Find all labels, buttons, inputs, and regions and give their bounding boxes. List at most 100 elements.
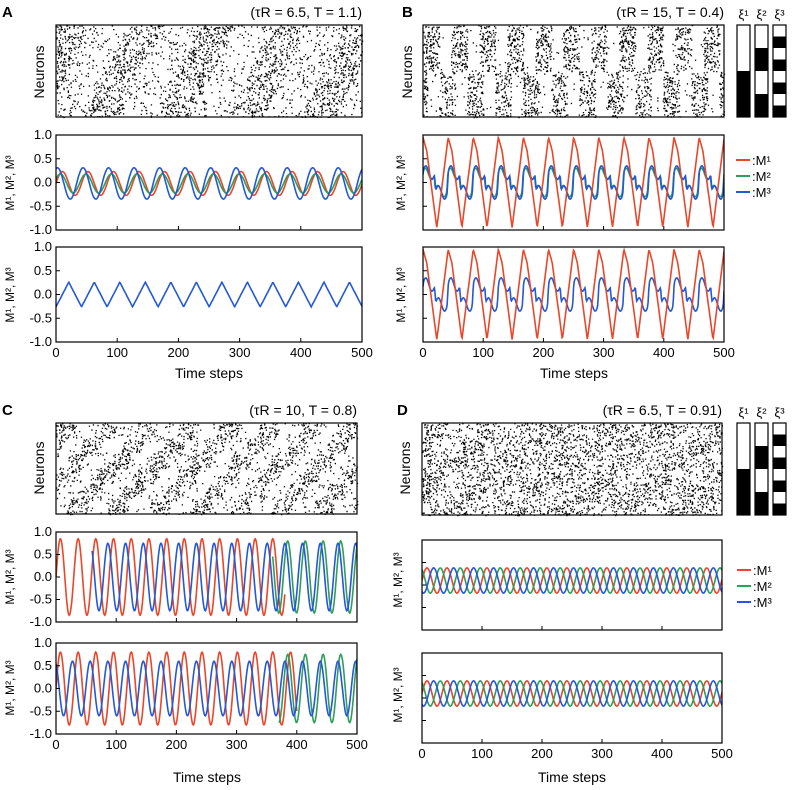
x-tick-label: 300	[591, 746, 613, 761]
pattern-cell	[737, 480, 750, 492]
raster-spikes	[423, 25, 726, 119]
series-line-M1	[423, 135, 724, 229]
pattern-cell	[737, 71, 750, 83]
y-axis-label: M¹, M², M³	[391, 667, 405, 722]
neurons-label: Neurons	[399, 46, 415, 99]
panel-label-C: C	[2, 402, 13, 419]
pattern-cell	[773, 94, 786, 106]
y-axis-label: M¹, M², M³	[394, 267, 408, 322]
pattern-cell	[737, 492, 750, 504]
panel-A: A (τR = 6.5, T = 1.1) Neurons M¹, M², M³…	[2, 4, 373, 381]
pattern-frame	[736, 422, 751, 516]
plot-D-top	[421, 539, 723, 631]
x-tick-label: 500	[711, 746, 733, 761]
y-tick-label: 0.5	[34, 151, 52, 166]
x-tick-label: 400	[286, 737, 308, 752]
neurons-label: Neurons	[31, 46, 47, 99]
plot-A-top: -1.0 -0.5 0.0 0.5 1.0	[30, 127, 363, 237]
x-tick-label: 500	[346, 737, 368, 752]
panel-label-A: A	[2, 4, 13, 21]
x-tick-label: 400	[651, 746, 673, 761]
legend-label: :M²	[753, 579, 772, 594]
pattern-cell	[737, 36, 750, 48]
series-line-M1	[422, 680, 722, 707]
plot-B-bottom: 0 100 200 300 400 500	[419, 246, 735, 360]
pattern-header: ξ³	[774, 7, 785, 22]
y-tick-label: 0.0	[34, 569, 52, 584]
pattern-frame	[736, 24, 751, 118]
raster-spikes	[56, 25, 364, 119]
series-line-M3	[423, 277, 724, 312]
y-tick-label: -1.0	[30, 334, 52, 349]
x-tick-label: 400	[653, 345, 675, 360]
plot-D-bottom: 0 100 200 300 400 500	[418, 652, 733, 761]
pattern-cell	[755, 59, 768, 71]
pattern-frame	[754, 422, 769, 516]
pattern-cell	[773, 434, 786, 446]
pattern-cell	[737, 503, 750, 515]
series-line-M3	[422, 567, 722, 594]
x-axis-label: Time steps	[173, 769, 241, 785]
panel-label-B: B	[402, 4, 413, 21]
pattern-cell	[755, 492, 768, 504]
plot-C-top: -1.0 -0.5 0.0 0.5 1.0	[30, 524, 358, 629]
pattern-cell	[773, 492, 786, 504]
panel-D: D (τR = 6.5, T = 0.91) Neurons ξ¹ ξ² ξ³ M¹…	[391, 402, 787, 785]
y-tick-label: 0.5	[34, 547, 52, 562]
legend-label: :M¹	[752, 153, 771, 168]
pattern-cell	[737, 105, 750, 117]
pattern-cell	[755, 446, 768, 458]
raster-frame-B	[422, 24, 725, 118]
series-line-M1	[56, 650, 298, 727]
panel-label-D: D	[397, 402, 408, 419]
series-line-M3	[423, 165, 724, 200]
y-axis-label: M¹, M², M³	[3, 549, 17, 604]
pattern-cell	[737, 25, 750, 37]
x-tick-label: 400	[290, 345, 312, 360]
y-tick-label: 0.0	[34, 681, 52, 696]
y-axis-label: M¹, M², M³	[3, 660, 17, 715]
series-line-M2	[271, 539, 357, 615]
legend-label: :M³	[753, 595, 772, 610]
pattern-cell	[737, 457, 750, 469]
y-tick-label: -1.0	[30, 222, 52, 237]
pattern-cell	[737, 48, 750, 60]
series-line-M2	[422, 567, 722, 594]
pattern-cell	[755, 94, 768, 106]
pattern-cell	[755, 503, 768, 515]
patterns-D: ξ¹ ξ² ξ³	[736, 405, 787, 516]
y-tick-label: -0.5	[30, 592, 52, 607]
pattern-cell	[755, 25, 768, 37]
pattern-cell	[755, 48, 768, 60]
raster-B	[423, 25, 726, 119]
pattern-cell	[737, 434, 750, 446]
raster-frame-C	[55, 422, 358, 515]
x-tick-label: 300	[229, 345, 251, 360]
pattern-cell	[773, 469, 786, 481]
series-line-M2	[56, 173, 362, 194]
pattern-cell	[737, 423, 750, 435]
pattern-cell	[755, 480, 768, 492]
y-axis-label: M¹, M², M³	[394, 155, 408, 210]
raster-frame-A	[55, 24, 363, 118]
legend-B: :M¹:M²:M³	[736, 153, 771, 200]
pattern-cell	[773, 71, 786, 83]
y-axis-label: M¹, M², M³	[3, 155, 17, 210]
raster-spikes	[56, 423, 359, 516]
pattern-cell	[773, 36, 786, 48]
y-tick-label: 1.0	[34, 127, 52, 142]
x-axis-label: Time steps	[540, 365, 608, 381]
panel-title-C: (τR = 10, T = 0.8)	[249, 402, 357, 418]
x-tick-label: 0	[52, 737, 59, 752]
series-line-M1	[422, 567, 722, 594]
x-tick-label: 0	[418, 746, 425, 761]
x-tick-label: 500	[351, 345, 373, 360]
pattern-header: ξ¹	[738, 7, 749, 22]
pattern-cell	[773, 446, 786, 458]
panel-title-D: (τR = 6.5, T = 0.91)	[603, 402, 722, 418]
y-tick-label: 1.0	[34, 524, 52, 539]
x-tick-label: 100	[471, 746, 493, 761]
plot-C-bottom: -1.0 -0.5 0.0 0.5 1.0 0 100 200 300 400 500	[30, 635, 368, 752]
legend-label: :M¹	[753, 563, 772, 578]
